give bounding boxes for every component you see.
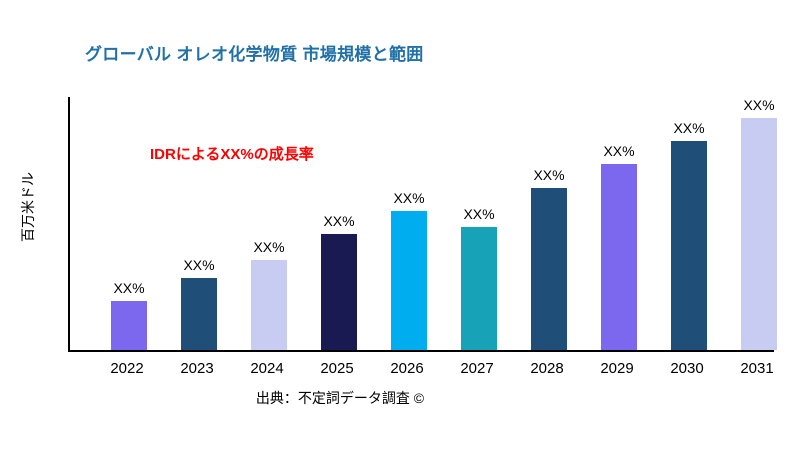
x-tick-2031: 2031 (740, 360, 774, 377)
bar-value-label: XX% (463, 206, 495, 222)
y-axis-title: 百万米ドル (20, 172, 36, 242)
chart-title: グローバル オレオ化学物質 市場規模と範囲 (85, 45, 424, 64)
x-tick-2026: 2026 (390, 360, 424, 377)
bar-value-label: XX% (183, 257, 215, 273)
bar-column-2026: XX% (374, 190, 444, 350)
bar-column-2023: XX% (164, 257, 234, 350)
bar-value-label: XX% (113, 280, 145, 296)
bar-2031 (741, 118, 777, 350)
bar-column-2030: XX% (654, 120, 724, 350)
bar-2026 (391, 211, 427, 350)
bar-value-label: XX% (533, 167, 565, 183)
bar-value-label: XX% (253, 239, 285, 255)
bar-2030 (671, 141, 707, 350)
plot-area: XX% XX% XX% XX% XX% XX% XX% XX% XX% XX% (68, 97, 777, 352)
bar-column-2028: XX% (514, 167, 584, 350)
bar-column-2031: XX% (724, 97, 794, 350)
bar-value-label: XX% (323, 213, 355, 229)
bar-value-label: XX% (603, 143, 635, 159)
bar-column-2022: XX% (94, 280, 164, 350)
bar-value-label: XX% (743, 97, 775, 113)
bars-group: XX% XX% XX% XX% XX% XX% XX% XX% XX% XX% (94, 97, 794, 350)
x-tick-2024: 2024 (250, 360, 284, 377)
x-tick-2029: 2029 (600, 360, 634, 377)
x-axis-ticks: 2022 2023 2024 2025 2026 2027 2028 2029 2030 2031 (92, 360, 792, 377)
bar-column-2029: XX% (584, 143, 654, 350)
x-tick-2030: 2030 (670, 360, 704, 377)
bar-2024 (251, 260, 287, 350)
bar-column-2027: XX% (444, 206, 514, 350)
source-caption: 出典：不定詞データ調査 © (255, 390, 425, 406)
x-tick-2022: 2022 (110, 360, 144, 377)
x-tick-2028: 2028 (530, 360, 564, 377)
growth-rate-annotation: IDRによるXX%の成長率 (150, 146, 314, 163)
bar-2029 (601, 164, 637, 350)
bar-2022 (111, 301, 147, 350)
bar-2023 (181, 278, 217, 350)
bar-column-2024: XX% (234, 239, 304, 350)
bar-2025 (321, 234, 357, 350)
bar-2028 (531, 188, 567, 350)
x-tick-2025: 2025 (320, 360, 354, 377)
bar-value-label: XX% (393, 190, 425, 206)
bar-value-label: XX% (673, 120, 705, 136)
x-tick-2023: 2023 (180, 360, 214, 377)
x-tick-2027: 2027 (460, 360, 494, 377)
bar-2027 (461, 227, 497, 350)
bar-column-2025: XX% (304, 213, 374, 350)
